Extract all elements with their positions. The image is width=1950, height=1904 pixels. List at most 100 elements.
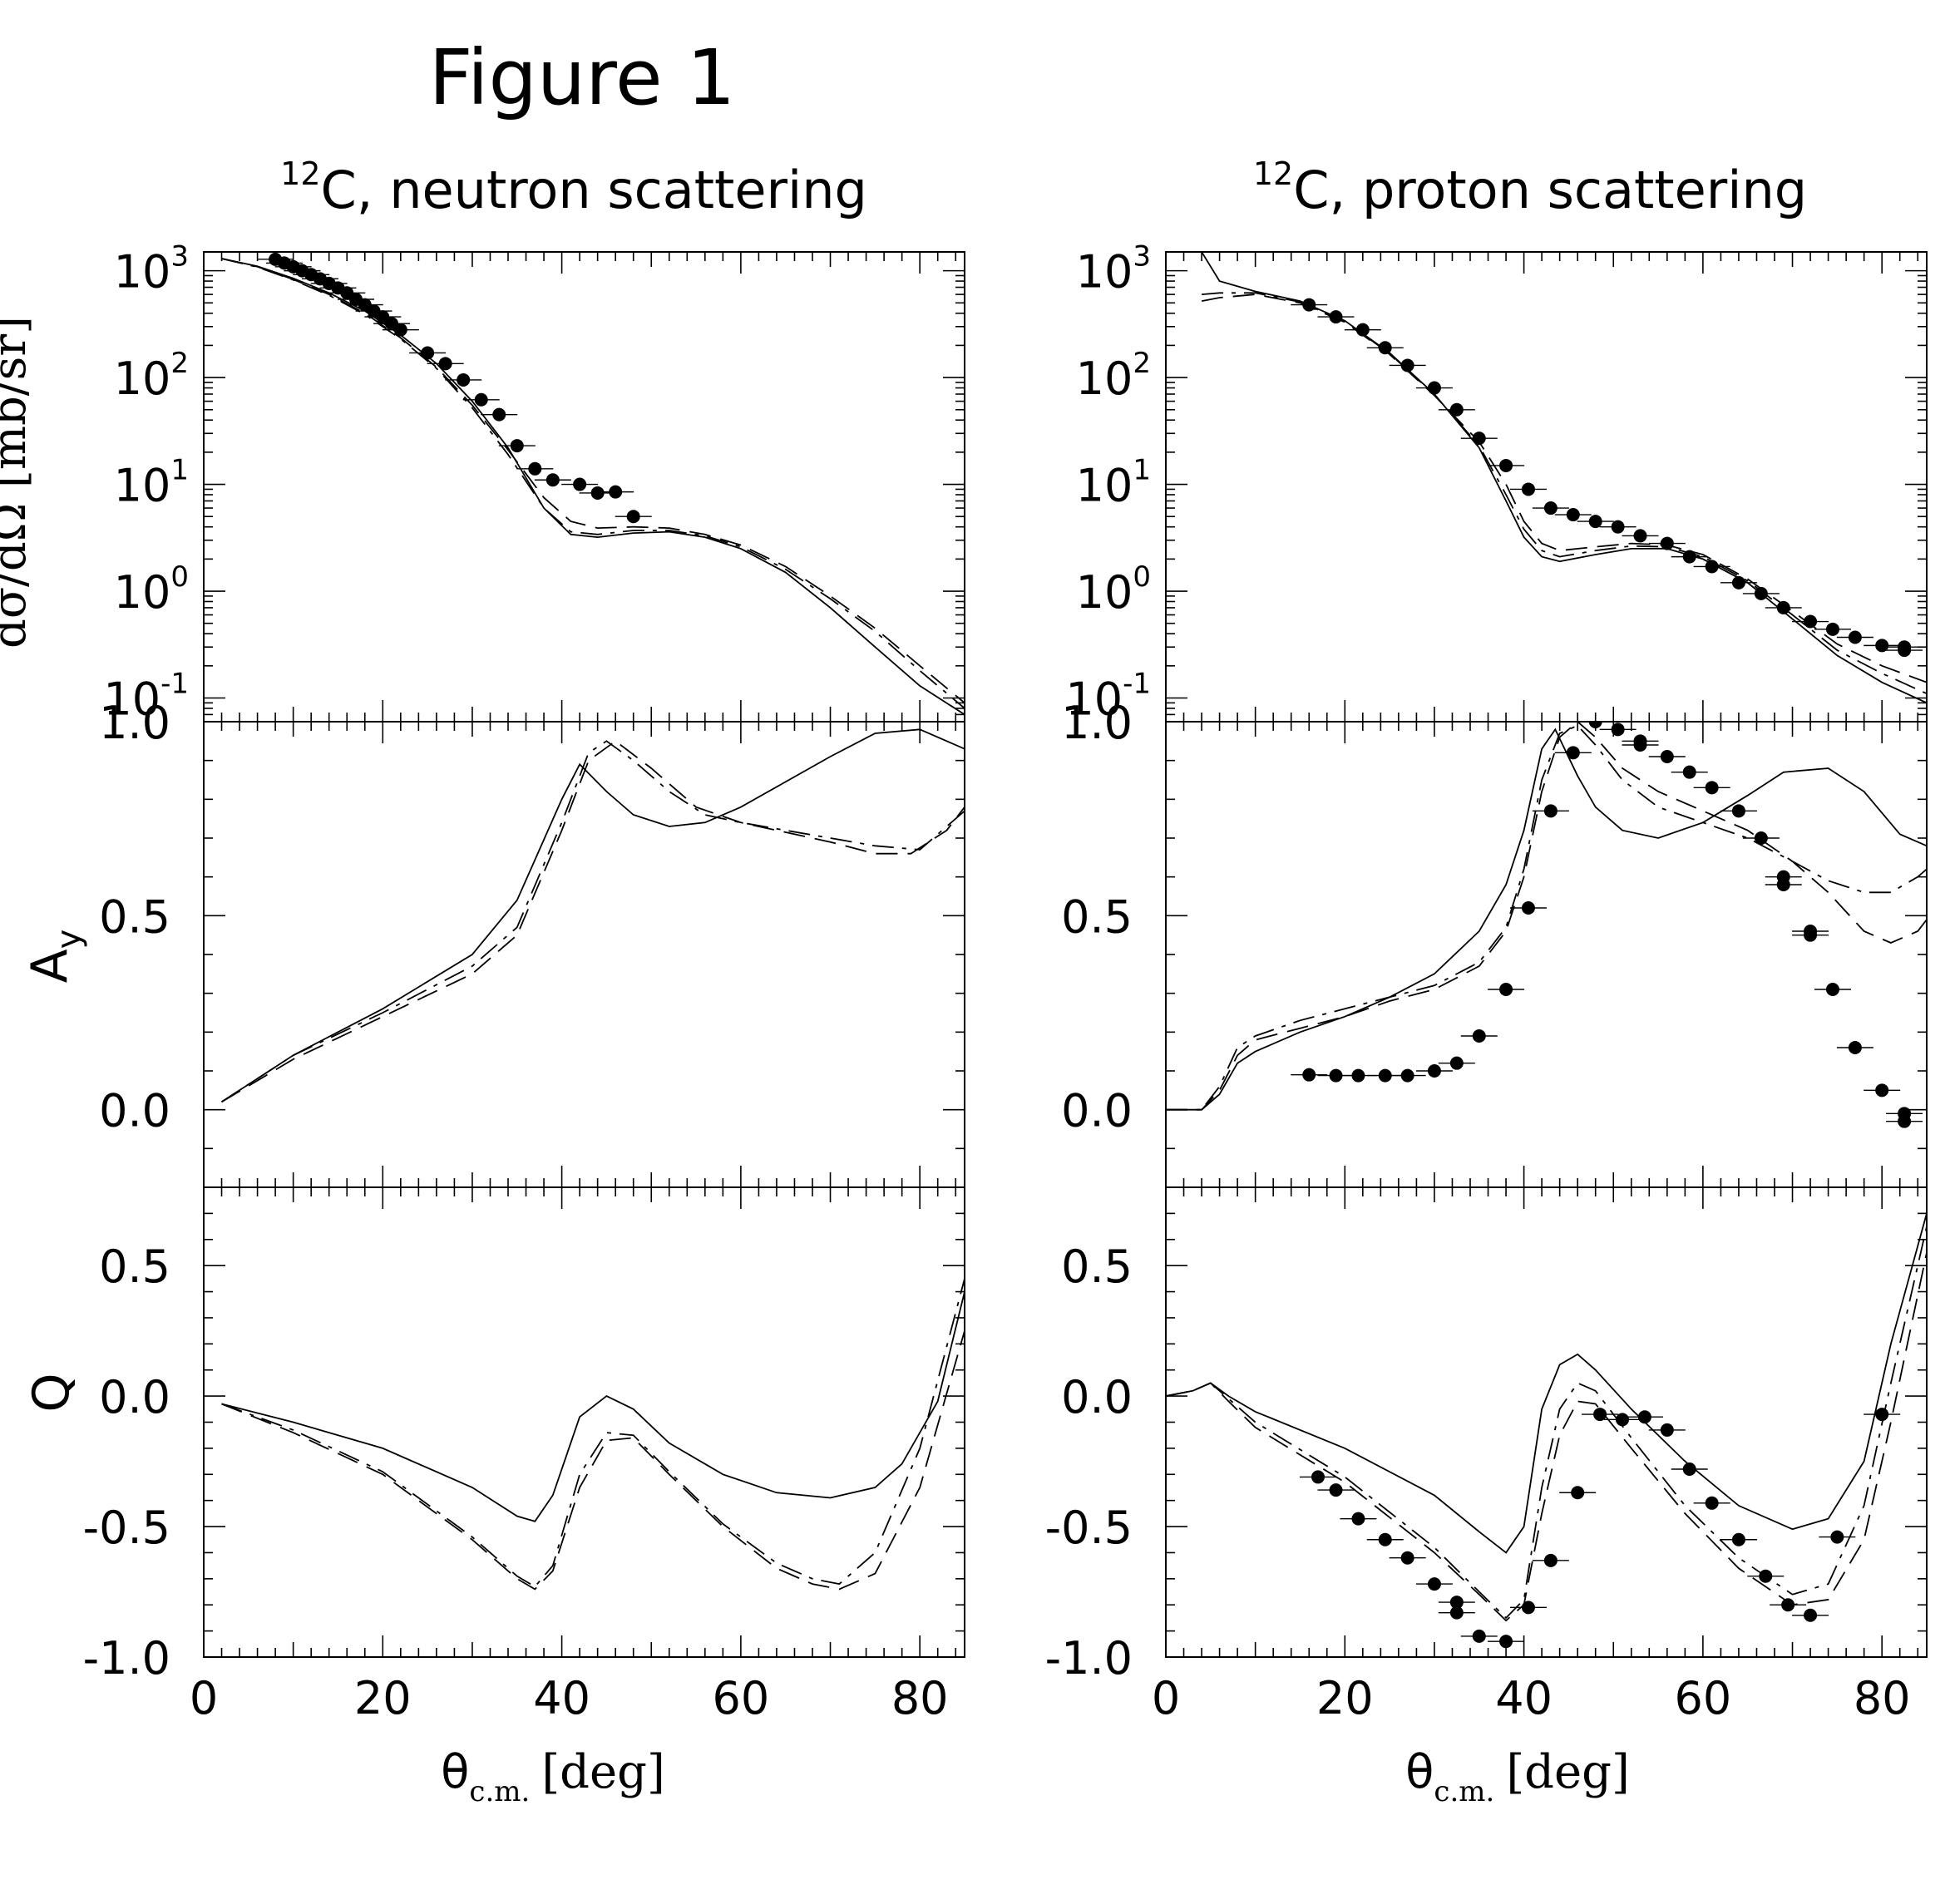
right-cross-section-data-point: [1633, 529, 1647, 543]
left-cross-section-panel: 103 102 101 100 10-1: [103, 240, 965, 725]
right-spin-rotation-data-point: [1682, 1463, 1696, 1476]
left-analyzing-power-panel: 1.0 0.5 0.0: [99, 697, 965, 1188]
right-analyzing-power-data-point: [1499, 983, 1513, 996]
right-analyzing-power-data-point: [1449, 1056, 1464, 1070]
right-spin-rotation-data-point: [1521, 1601, 1535, 1615]
right-analyzing-power-curve-dashdot: [1166, 724, 1927, 1111]
right-chart-title: 12C, proton scattering: [1253, 155, 1807, 220]
left-analyzing-power-ytick-label: 0.0: [99, 1085, 170, 1137]
right-analyzing-power-ytick-label: 1.0: [1061, 697, 1133, 749]
right-cross-section-data-point: [1804, 614, 1818, 629]
right-xtick-label: 0: [1152, 1672, 1180, 1724]
right-cross-section-data-point: [1472, 432, 1486, 446]
right-cross-section-ytick-label: 10-1: [1065, 667, 1151, 725]
left-cross-section-ytick-label: 102: [114, 347, 189, 405]
left-spin-rotation-curve-solid: [221, 1291, 965, 1522]
right-analyzing-power-data-point: [1566, 746, 1580, 760]
right-xtick-label: 80: [1854, 1672, 1911, 1724]
right-analyzing-power-data-point: [1427, 1064, 1441, 1078]
right-analyzing-power-data-point: [1588, 722, 1602, 728]
right-analyzing-power-ytick-label: 0.0: [1061, 1085, 1133, 1137]
right-analyzing-power-data-point: [1875, 1083, 1889, 1098]
right-spin-rotation-data-point: [1660, 1423, 1674, 1437]
right-spin-rotation-data-point: [1616, 1413, 1629, 1427]
right-spin-rotation-data-point: [1311, 1470, 1325, 1484]
right-spin-rotation-data-point: [1543, 1553, 1558, 1567]
right-spin-rotation-data-point: [1351, 1512, 1365, 1526]
right-analyzing-power-data-point: [1776, 878, 1790, 891]
right-cross-section-data-point: [1329, 310, 1343, 324]
right-analyzing-power-data-point: [1754, 831, 1768, 845]
left-spin-rotation-curve-dashdot: [221, 1278, 965, 1588]
left-cross-section-ytick-label: 103: [114, 240, 189, 298]
left-xtick-label: 0: [190, 1672, 218, 1724]
left-spin-rotation-frame: [203, 1186, 965, 1658]
right-analyzing-power-data-point: [1825, 983, 1839, 996]
left-xtick-label: 40: [533, 1672, 590, 1724]
left-cross-section-data-point: [421, 346, 435, 360]
right-analyzing-power-data-point: [1329, 1068, 1343, 1083]
left-title-sup: 12: [280, 155, 320, 192]
left-cross-section-data-point: [457, 372, 471, 387]
left-analyzing-power-ylabel: Ay: [21, 930, 88, 984]
right-analyzing-power-data-point: [1302, 1068, 1316, 1082]
left-spin-rotation-ytick-label: -1.0: [83, 1632, 170, 1684]
left-spin-rotation-ylabel: Q: [22, 1373, 81, 1412]
right-analyzing-power-data-point: [1705, 781, 1719, 795]
right-cross-section-data-point: [1449, 402, 1464, 417]
left-cross-section-data-point: [492, 407, 506, 422]
right-cross-section-curve-solid: [1201, 252, 1927, 704]
left-analyzing-power-curves: [221, 728, 965, 1103]
right-spin-rotation-data-point: [1804, 1608, 1818, 1622]
right-cross-section-data-point: [1776, 600, 1790, 614]
right-spin-rotation-data-point: [1449, 1596, 1464, 1610]
right-title-text: C, proton scattering: [1293, 160, 1807, 220]
right-spin-rotation-data-point: [1830, 1530, 1844, 1544]
right-spin-rotation-data-point: [1329, 1483, 1343, 1497]
right-spin-rotation-curve-solid: [1166, 1213, 1927, 1554]
left-xlabel: θc.m. [deg]: [441, 1745, 665, 1808]
right-spin-rotation-curve-dashed: [1166, 1252, 1927, 1622]
right-spin-rotation-data-point: [1571, 1486, 1585, 1500]
right-cross-section-data-point: [1731, 575, 1745, 589]
left-cross-section-curve-dashed: [221, 258, 965, 704]
left-cross-section-data-point: [510, 439, 524, 453]
right-xtick-label: 60: [1675, 1672, 1732, 1724]
right-spin-rotation-ytick-label: -1.0: [1045, 1632, 1133, 1684]
left-analyzing-power-ytick-label: 1.0: [99, 697, 170, 749]
figure-title: Figure 1: [429, 33, 736, 122]
left-spin-rotation-panel: 0.5 0.0 -0.5 -1.0 0 20 40 60 80: [83, 1186, 965, 1724]
right-analyzing-power-frame: [1165, 721, 1928, 1188]
left-cross-section-curve-solid: [221, 258, 965, 716]
left-cross-section-data-point: [438, 357, 452, 371]
right-cross-section-data-point: [1543, 501, 1558, 515]
left-analyzing-power-curve-solid: [221, 728, 965, 1103]
left-spin-rotation-ytick-label: 0.0: [99, 1371, 170, 1423]
left-analyzing-power-curve-dashed: [221, 740, 965, 1103]
left-analyzing-power-frame: [203, 721, 965, 1188]
right-xlabel-main: θ: [1405, 1745, 1434, 1799]
left-xlabel-sub: c.m.: [469, 1775, 530, 1808]
right-xlabel-unit: [deg]: [1506, 1745, 1630, 1799]
right-analyzing-power-ytick-label: 0.5: [1061, 890, 1133, 943]
right-spin-rotation-data-point: [1378, 1532, 1392, 1546]
left-cross-section-curves: [221, 252, 965, 716]
right-spin-rotation-data-point: [1781, 1598, 1795, 1612]
right-analyzing-power-curves: [1166, 722, 1927, 1128]
right-spin-rotation-ytick-label: -0.5: [1045, 1502, 1133, 1554]
right-spin-rotation-panel: 0.5 0.0 -0.5 -1.0 0 20 40 60 80: [1045, 1186, 1928, 1724]
right-analyzing-power-data-point: [1848, 1041, 1862, 1054]
right-cross-section-data-point: [1611, 520, 1625, 534]
left-ay-ylabel-main: A: [21, 949, 79, 983]
right-cross-section-curve-dashdot: [1202, 292, 1927, 695]
right-spin-rotation-ytick-label: 0.5: [1061, 1241, 1133, 1293]
left-cross-section-data-point: [573, 477, 587, 491]
left-cross-section-ytick-label: 101: [114, 454, 189, 512]
right-cross-section-panel: 103 102 101 100 10-1: [1065, 240, 1928, 725]
right-analyzing-power-data-point: [1472, 1029, 1486, 1043]
right-spin-rotation-data-point: [1705, 1496, 1719, 1510]
right-cross-section-curves: [1201, 252, 1927, 704]
left-cross-section-data-point: [590, 486, 605, 500]
right-analyzing-power-data-point: [1682, 765, 1696, 779]
right-spin-rotation-data-point: [1499, 1635, 1513, 1649]
